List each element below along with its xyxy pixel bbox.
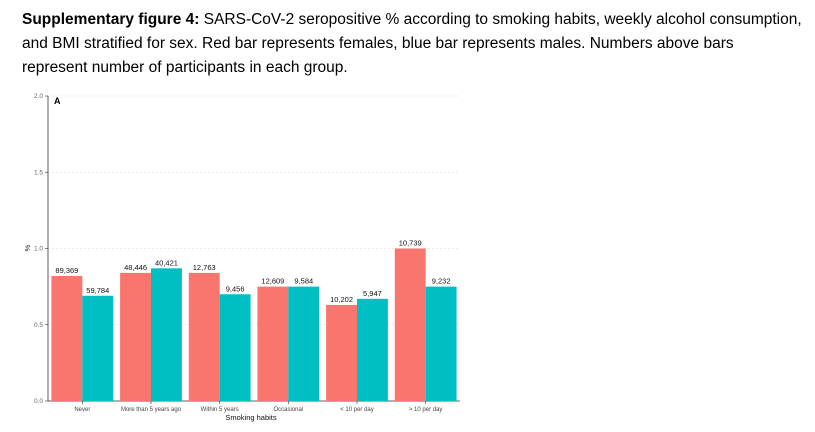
x-tick-label: Never: [74, 407, 90, 413]
bar-value-label: 40,421: [155, 258, 178, 267]
bar-value-label: 5,947: [363, 289, 382, 298]
y-tick-label: 1.5: [34, 169, 43, 176]
bar: [357, 298, 388, 401]
bar: [394, 248, 426, 401]
bar: [120, 272, 151, 401]
bar: [219, 294, 251, 401]
bar: [51, 275, 83, 401]
y-tick-label: 1.0: [34, 246, 43, 253]
panel-label: A: [54, 96, 61, 106]
y-tick-label: 0.0: [34, 398, 43, 405]
bar: [151, 268, 182, 401]
bar-value-label: 12,609: [261, 277, 284, 286]
bar-value-label: 10,739: [399, 239, 422, 248]
caption-text: SARS-CoV-2 seropositive % according to s…: [22, 11, 802, 76]
bar-value-label: 59,784: [86, 286, 109, 295]
chart-data-labels: 89,369 59,784 48,446 40,421 12,763 9,456 12,60…: [55, 239, 450, 304]
bar-value-label: 48,446: [124, 263, 147, 272]
x-axis-title: Smoking habits: [225, 413, 277, 422]
bar-value-label: 12,763: [193, 263, 216, 272]
bar: [82, 295, 114, 401]
caption-title: Supplementary figure 4:: [22, 11, 200, 28]
bar: [188, 272, 220, 401]
x-tick-label: > 10 per day: [409, 407, 443, 413]
x-tick-label: Within 5 years: [201, 407, 239, 413]
bar: [425, 286, 457, 401]
bar: [257, 286, 289, 401]
y-tick-label: 2.0: [34, 93, 43, 100]
bar: [288, 286, 320, 401]
bar-value-label: 10,202: [330, 295, 353, 304]
bar-value-label: 89,369: [55, 266, 78, 275]
bar: [326, 304, 357, 401]
chart-axes: 0.0 0.5 1.0 1.5 2.0 Never More than 5 years ag…: [34, 93, 460, 413]
y-tick-label: 0.5: [34, 322, 43, 329]
chart-bars: [51, 248, 457, 401]
bar-value-label: 9,456: [226, 284, 245, 293]
x-tick-label: More than 5 years ago: [121, 407, 182, 413]
bar-value-label: 9,232: [432, 277, 451, 286]
bar-value-label: 9,584: [294, 277, 313, 286]
x-tick-label: Occasional: [273, 407, 303, 413]
x-tick-label: < 10 per day: [340, 407, 374, 413]
figure-caption: Supplementary figure 4: SARS-CoV-2 serop…: [22, 8, 802, 80]
y-axis-title: %: [23, 244, 32, 251]
